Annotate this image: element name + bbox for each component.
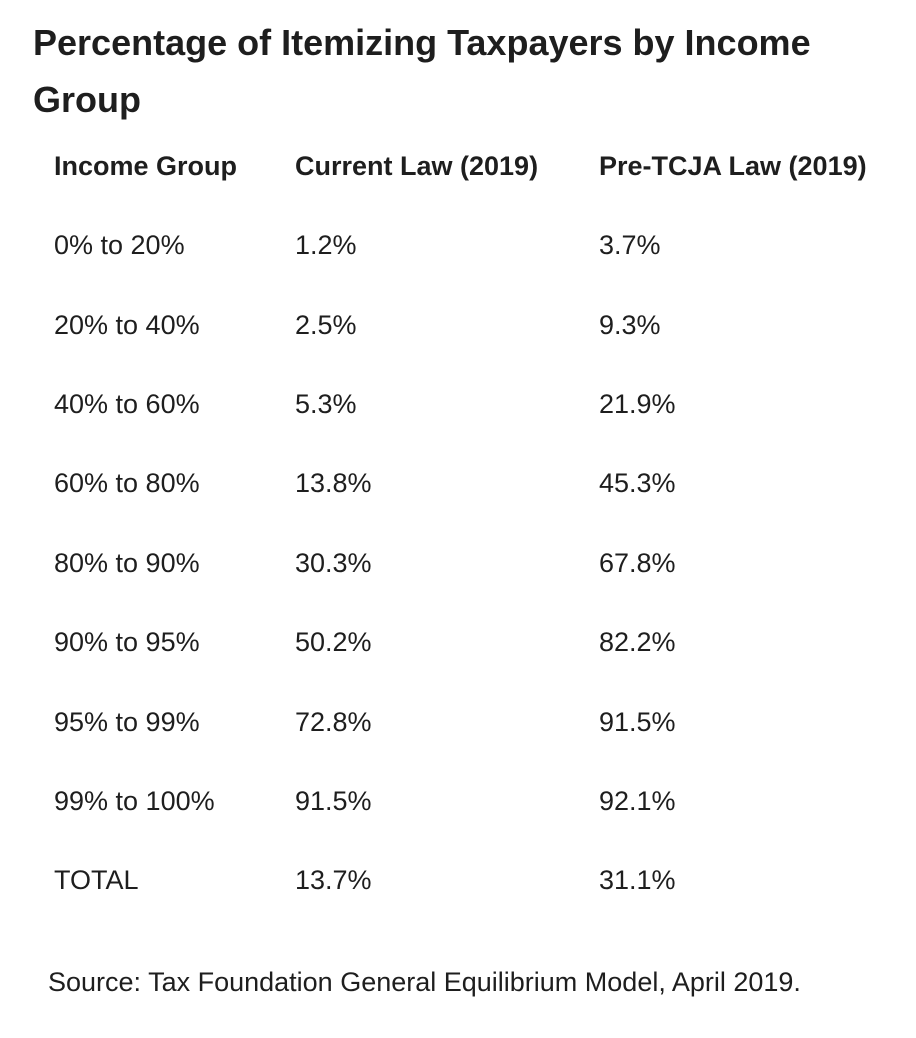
cell-current-law: 50.2% [295, 627, 372, 658]
page-title: Percentage of Itemizing Taxpayers by Inc… [33, 22, 811, 120]
table-row-total: TOTAL 13.7% 31.1% [38, 841, 905, 920]
cell-pre-tcja-law: 21.9% [599, 388, 676, 419]
cell-current-law: 91.5% [295, 785, 372, 816]
cell-pre-tcja-law: 3.7% [599, 230, 661, 261]
cell-income-group: 40% to 60% [54, 388, 200, 419]
cell-income-group: 99% to 100% [54, 785, 215, 816]
cell-income-group: 80% to 90% [54, 547, 200, 578]
cell-current-law: 13.7% [295, 865, 372, 896]
table-row: 99% to 100% 91.5% 92.1% [38, 762, 905, 841]
cell-pre-tcja-law: 9.3% [599, 309, 661, 340]
cell-pre-tcja-law: 91.5% [599, 706, 676, 737]
cell-current-law: 13.8% [295, 468, 372, 499]
cell-income-group: 95% to 99% [54, 706, 200, 737]
cell-current-law: 5.3% [295, 388, 357, 419]
column-header-pre-tcja-law: Pre-TCJA Law (2019) [599, 150, 867, 181]
header-row: Income Group Current Law (2019) Pre-TCJA… [38, 126, 905, 206]
table-header: Income Group Current Law (2019) Pre-TCJA… [38, 126, 905, 206]
table-row: 90% to 95% 50.2% 82.2% [38, 603, 905, 682]
column-header-income-group: Income Group [54, 150, 238, 181]
cell-current-law: 2.5% [295, 309, 357, 340]
source-note: Source: Tax Foundation General Equilibri… [48, 967, 801, 997]
table-row: 60% to 80% 13.8% 45.3% [38, 444, 905, 523]
cell-income-group: 60% to 80% [54, 468, 200, 499]
table-row: 40% to 60% 5.3% 21.9% [38, 365, 905, 444]
itemizing-taxpayers-table: Income Group Current Law (2019) Pre-TCJA… [38, 126, 905, 921]
cell-income-group: 0% to 20% [54, 230, 185, 261]
cell-pre-tcja-law: 92.1% [599, 785, 676, 816]
table-row: 20% to 40% 2.5% 9.3% [38, 285, 905, 364]
table-row: 95% to 99% 72.8% 91.5% [38, 682, 905, 761]
cell-current-law: 72.8% [295, 706, 372, 737]
column-header-current-law: Current Law (2019) [295, 150, 539, 181]
cell-pre-tcja-law: 82.2% [599, 627, 676, 658]
cell-income-group: TOTAL [54, 865, 139, 896]
cell-current-law: 1.2% [295, 230, 357, 261]
table-body: 0% to 20% 1.2% 3.7% 20% to 40% 2.5% 9.3%… [38, 206, 905, 921]
cell-income-group: 20% to 40% [54, 309, 200, 340]
cell-pre-tcja-law: 67.8% [599, 547, 676, 578]
table-row: 0% to 20% 1.2% 3.7% [38, 206, 905, 285]
table-row: 80% to 90% 30.3% 67.8% [38, 524, 905, 603]
cell-income-group: 90% to 95% [54, 627, 200, 658]
cell-pre-tcja-law: 31.1% [599, 865, 676, 896]
cell-pre-tcja-law: 45.3% [599, 468, 676, 499]
cell-current-law: 30.3% [295, 547, 372, 578]
